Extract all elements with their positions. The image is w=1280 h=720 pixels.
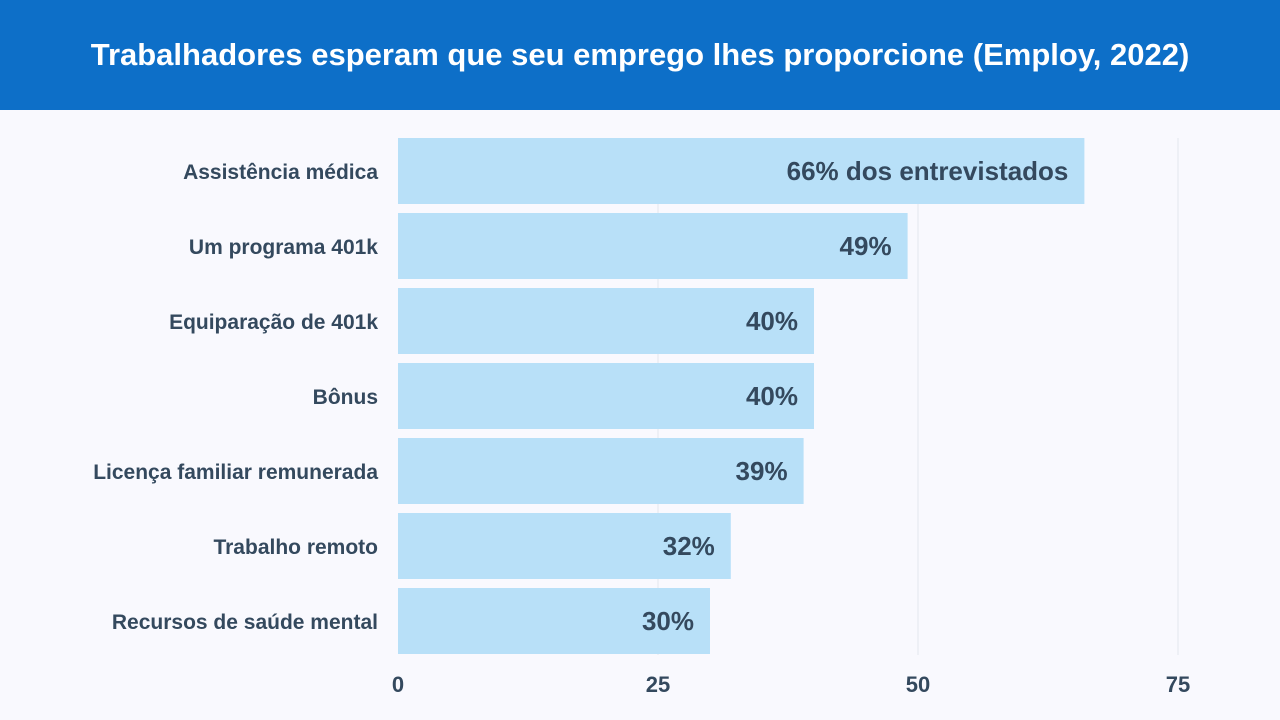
data-label: 30% [642, 606, 694, 636]
x-tick-label: 75 [1166, 672, 1190, 697]
data-label: 49% [840, 231, 892, 261]
bar [398, 588, 710, 654]
data-label: 40% [746, 306, 798, 336]
bar [398, 213, 908, 279]
data-label: 66% dos entrevistados [787, 156, 1069, 186]
category-label: Assistência médica [183, 161, 378, 184]
data-label: 39% [736, 456, 788, 486]
chart-header: Trabalhadores esperam que seu emprego lh… [0, 0, 1280, 110]
category-label: Licença familiar remunerada [93, 461, 378, 484]
bar [398, 288, 814, 354]
category-label: Equiparação de 401k [169, 311, 378, 334]
bar [398, 513, 731, 579]
category-label: Bônus [313, 386, 378, 409]
x-tick-label: 25 [646, 672, 670, 697]
data-label: 40% [746, 381, 798, 411]
x-tick-label: 50 [906, 672, 930, 697]
category-label: Um programa 401k [189, 236, 378, 259]
bar [398, 438, 804, 504]
chart-title: Trabalhadores esperam que seu emprego lh… [90, 37, 1190, 72]
bar [398, 138, 1085, 204]
category-label: Trabalho remoto [213, 536, 378, 559]
x-tick-label: 0 [392, 672, 404, 697]
bar [398, 363, 814, 429]
data-label: 32% [663, 531, 715, 561]
category-label: Recursos de saúde mental [112, 611, 378, 634]
